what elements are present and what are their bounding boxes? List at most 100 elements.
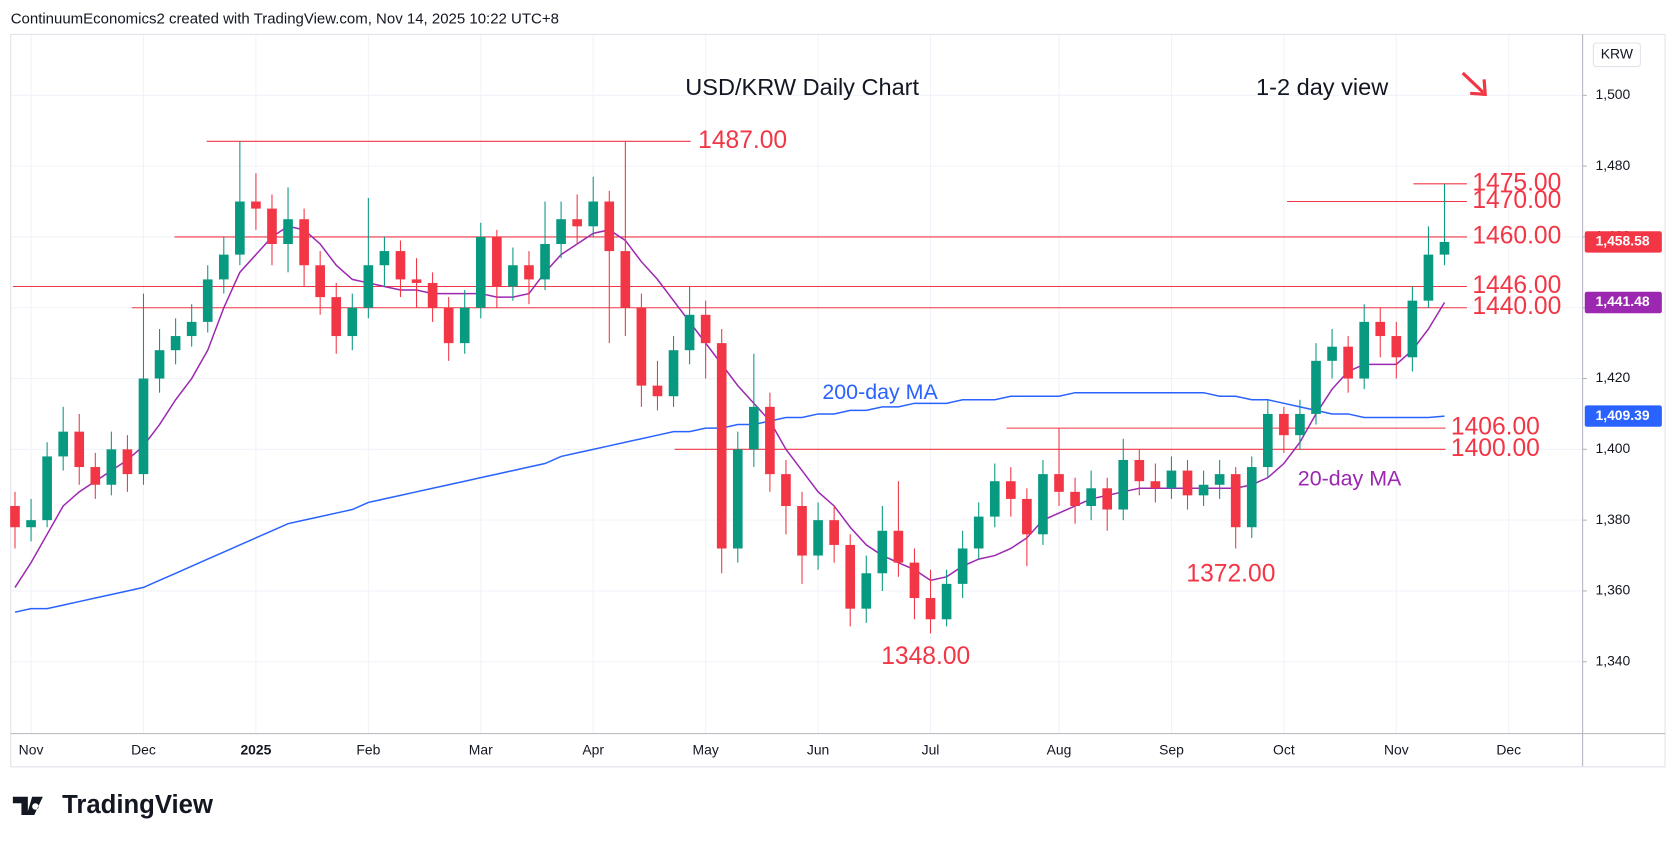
low-label: 1372.00 <box>1186 561 1275 588</box>
candle-body <box>42 456 52 521</box>
candle-body <box>1246 467 1257 528</box>
candle-body <box>732 449 743 549</box>
candle-body <box>1262 413 1273 468</box>
x-tick-label: Jun <box>807 741 829 757</box>
x-tick-label: 2025 <box>240 741 271 757</box>
candle-body <box>1279 413 1289 436</box>
candle-body <box>459 307 470 344</box>
candle-body <box>652 385 663 397</box>
level-label: 1475.00 <box>1472 169 1561 196</box>
candle-body <box>1214 474 1225 485</box>
candle-body <box>395 251 406 280</box>
candle-body <box>1022 498 1032 535</box>
x-tick-label: Feb <box>356 741 380 757</box>
x-tick-label: May <box>693 741 719 757</box>
candle-body <box>957 548 968 584</box>
candle-body <box>363 265 374 308</box>
candle-body <box>1134 459 1145 482</box>
x-tick-label: Apr <box>582 741 604 757</box>
candle-body <box>989 481 1000 517</box>
candle-body <box>797 505 807 556</box>
candle-body <box>620 251 631 308</box>
y-tick-label: 1,360 <box>1595 582 1630 598</box>
price-tag-label: 1,458.58 <box>1595 233 1649 249</box>
candle-body <box>427 282 438 308</box>
candle-body <box>1182 470 1193 496</box>
candle-body <box>1391 336 1402 358</box>
level-label: 1470.00 <box>1472 187 1561 214</box>
y-tick-label: 1,380 <box>1595 511 1630 527</box>
level-label: 1406.00 <box>1451 414 1540 441</box>
candle-body <box>1038 474 1048 535</box>
x-tick-label: Dec <box>1496 741 1521 757</box>
candle-body <box>299 219 309 266</box>
candle-body <box>668 350 679 397</box>
candle-body <box>218 254 229 280</box>
candle-body <box>331 297 342 337</box>
candle-body <box>1086 488 1096 506</box>
candle-body <box>893 530 904 563</box>
level-label: 1440.00 <box>1472 293 1561 320</box>
chart-title: USD/KRW Daily Chart <box>685 74 919 100</box>
price-tag <box>1584 231 1662 253</box>
candle-body <box>861 573 872 609</box>
x-tick-label: Jul <box>922 741 940 757</box>
candle-body <box>1407 300 1418 358</box>
candle-body <box>1359 321 1370 379</box>
candle-body <box>90 467 101 485</box>
candle-body <box>572 219 582 227</box>
candle-body <box>138 378 149 475</box>
currency[interactable]: KRW <box>1601 45 1634 61</box>
subtitle: 1-2 day view <box>1256 74 1389 100</box>
currency-box[interactable] <box>1592 42 1641 68</box>
candle-body <box>588 201 599 227</box>
brand-logo <box>12 796 43 816</box>
x-tick-label: Nov <box>19 741 44 757</box>
candle-body <box>684 314 695 351</box>
candle-body <box>845 544 856 609</box>
candle-body <box>202 279 213 322</box>
candle-body <box>556 219 566 245</box>
candle-body <box>1150 481 1161 489</box>
candle-body <box>909 562 920 599</box>
candle-body <box>829 520 839 545</box>
candle-body <box>508 265 518 287</box>
candle-body <box>524 265 534 280</box>
candle-body <box>1070 491 1080 506</box>
candle-body <box>315 265 325 298</box>
price-tag-label: 1,409.39 <box>1595 407 1649 423</box>
down-arrow <box>1461 71 1487 97</box>
candle-body <box>781 474 791 506</box>
candle-body <box>1230 474 1241 528</box>
candle-body <box>411 279 422 283</box>
candle-body <box>58 431 68 457</box>
candle-body <box>74 431 85 468</box>
candle-body <box>106 449 117 485</box>
y-tick-label: 1,420 <box>1595 369 1630 385</box>
candle-body <box>379 251 390 266</box>
price-tag <box>1584 291 1662 314</box>
level-label: 1487.00 <box>698 127 787 154</box>
y-tick-label: 1,480 <box>1595 157 1630 173</box>
candle-body <box>1295 413 1305 436</box>
x-tick-label: Aug <box>1047 741 1072 757</box>
candle-body <box>1166 470 1177 489</box>
y-tick-label: 1,500 <box>1595 86 1630 102</box>
candle-body <box>813 520 823 556</box>
candle-body <box>749 406 759 450</box>
candle-body <box>636 307 647 386</box>
x-tick-label: Dec <box>131 741 156 757</box>
candle-body <box>1439 241 1450 255</box>
low-label: 1348.00 <box>881 643 970 670</box>
candle-body <box>170 336 181 351</box>
candle-body <box>154 350 165 379</box>
candle-body <box>700 314 711 344</box>
candle-body <box>122 449 133 475</box>
level-label: 1446.00 <box>1472 272 1561 299</box>
candle-body <box>877 530 888 574</box>
x-tick-label: Nov <box>1384 741 1409 757</box>
candle-body <box>1423 254 1434 301</box>
candle-body <box>443 307 454 344</box>
